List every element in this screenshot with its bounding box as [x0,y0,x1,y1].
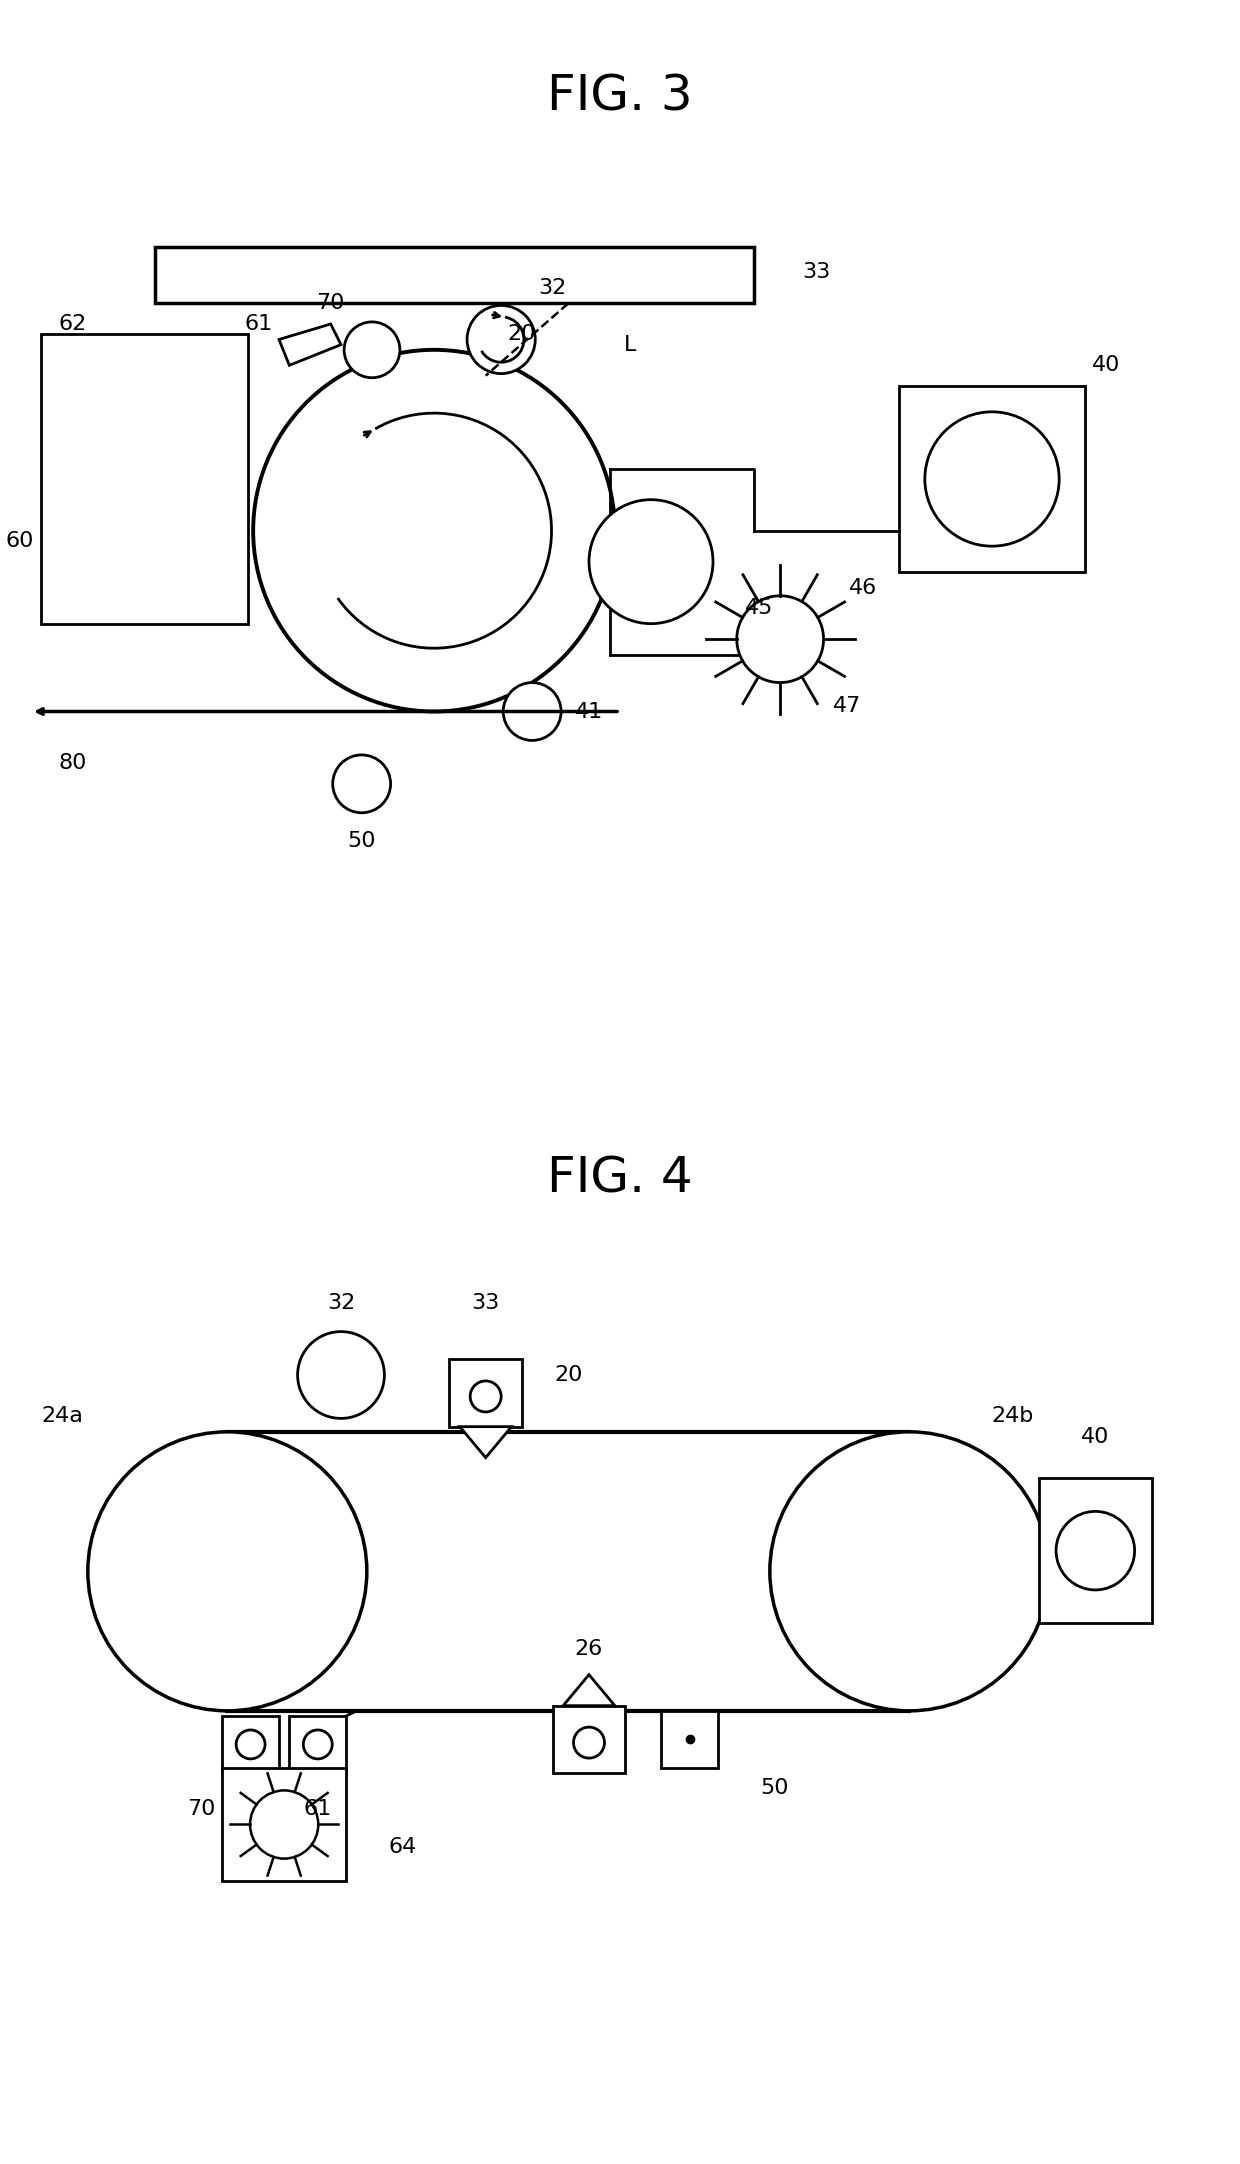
Text: FIG. 4: FIG. 4 [547,1156,693,1203]
Text: 32: 32 [538,277,567,299]
Circle shape [253,351,615,712]
Circle shape [304,1729,332,1759]
Bar [449,1359,522,1426]
Text: 61: 61 [304,1798,332,1820]
Text: 47: 47 [833,697,862,716]
Text: 50: 50 [761,1779,789,1798]
Circle shape [763,621,797,656]
Circle shape [573,1727,605,1757]
Text: 60: 60 [5,530,33,552]
Text: 46: 46 [848,578,877,597]
Circle shape [88,1433,367,1712]
Text: 61: 61 [244,314,273,333]
Text: 33: 33 [802,262,831,281]
Text: 32: 32 [327,1292,355,1314]
Bar [899,385,1085,571]
Circle shape [470,1381,501,1411]
Text: 80: 80 [58,753,87,773]
Text: 33: 33 [471,1292,500,1314]
Bar [222,1716,279,1772]
Bar [661,1712,718,1768]
Bar [289,1716,346,1772]
Bar [155,247,754,303]
Circle shape [737,595,823,682]
Text: 45: 45 [745,597,774,619]
Text: FIG. 3: FIG. 3 [547,74,693,121]
Text: 41: 41 [575,701,603,721]
Polygon shape [460,1426,511,1459]
Text: 50: 50 [347,831,376,850]
Circle shape [467,305,536,374]
Text: 62: 62 [58,314,87,333]
Circle shape [925,411,1059,545]
Circle shape [270,1811,298,1837]
Circle shape [332,755,391,814]
Polygon shape [563,1675,615,1705]
Text: 26: 26 [575,1638,603,1660]
Text: 64: 64 [389,1837,417,1857]
Polygon shape [279,325,341,366]
Text: 20: 20 [554,1365,583,1385]
Text: 20: 20 [507,325,536,344]
Circle shape [250,1790,319,1859]
Text: 24a: 24a [41,1407,83,1426]
Bar [1039,1478,1152,1623]
Circle shape [1056,1510,1135,1591]
Circle shape [236,1729,265,1759]
Text: 40: 40 [1091,355,1120,374]
Text: 40: 40 [1081,1426,1110,1448]
Circle shape [770,1433,1049,1712]
Circle shape [503,682,560,740]
Bar [222,1768,346,1881]
Text: 70: 70 [316,294,345,314]
Circle shape [345,322,399,379]
Circle shape [298,1331,384,1417]
Text: 24b: 24b [992,1407,1034,1426]
Text: L: L [624,335,636,355]
Text: 70: 70 [187,1798,216,1820]
Bar [553,1705,625,1772]
Circle shape [589,500,713,623]
Bar [41,333,248,623]
